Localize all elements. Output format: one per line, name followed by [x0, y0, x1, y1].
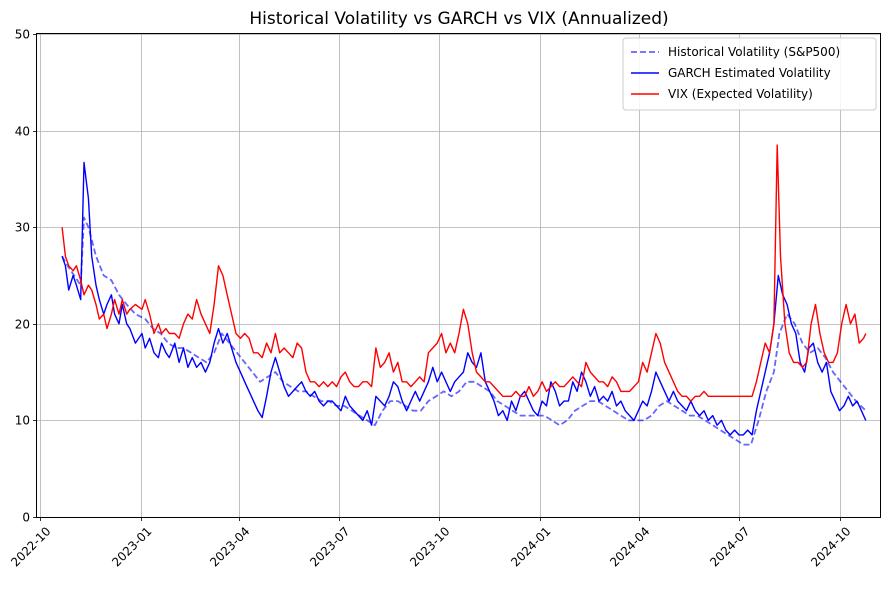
legend-label: VIX (Expected Volatility) [668, 87, 813, 101]
series-lines [61, 144, 867, 446]
y-tick-label: 0 [22, 511, 30, 525]
series-line-vix-expected-volatility [61, 144, 867, 402]
y-axis-ticks: 0 10 20 30 40 50 [15, 28, 37, 525]
y-tick-label: 10 [15, 414, 30, 428]
y-tick-label: 20 [15, 318, 30, 332]
y-tick-label: 50 [15, 28, 30, 42]
legend: Historical Volatility (S&P500) GARCH Esti… [622, 37, 877, 111]
series-line-historical-volatility-s-p500 [61, 216, 867, 446]
chart-title: Historical Volatility vs GARCH vs VIX (A… [249, 9, 668, 29]
legend-label: Historical Volatility (S&P500) [668, 45, 840, 59]
y-tick-label: 30 [15, 221, 30, 235]
series-line-garch-estimated-volatility [61, 161, 867, 436]
plot-frame [36, 33, 881, 518]
legend-box [622, 37, 877, 111]
y-tick-label: 40 [15, 125, 30, 139]
grid-lines [37, 34, 880, 518]
legend-label: GARCH Estimated Volatility [668, 66, 831, 80]
